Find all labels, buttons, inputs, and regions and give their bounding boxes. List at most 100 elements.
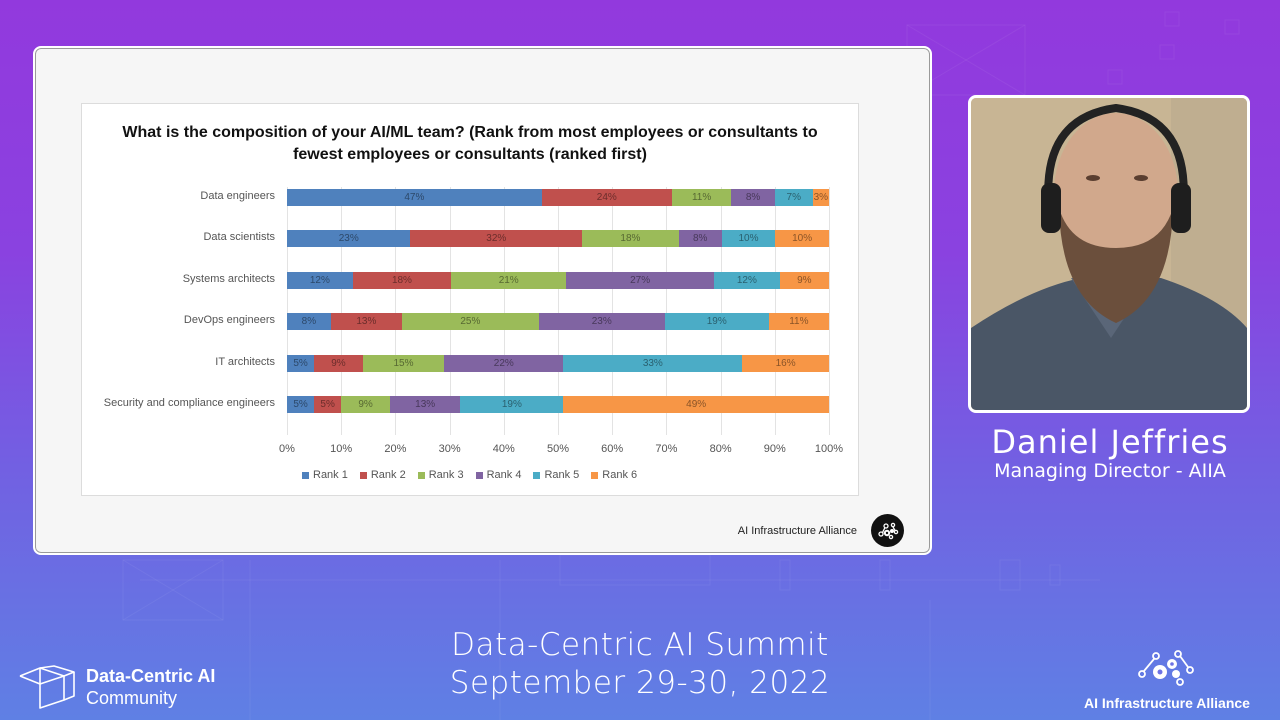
bar-segment: 7% xyxy=(774,189,813,206)
bar-row: 5% 5% 9% 13% 19% 49% xyxy=(287,396,829,413)
gridline xyxy=(829,187,830,435)
slide-footer-text: AI Infrastructure Alliance xyxy=(737,524,857,537)
bar-segment: 9% xyxy=(314,354,363,372)
gridline xyxy=(612,187,614,435)
bar-segment: 23% xyxy=(287,230,411,248)
bar-segment: 3% xyxy=(812,189,829,206)
category-label: IT architects xyxy=(215,355,275,368)
category-label: Systems architects xyxy=(182,272,275,285)
gridline xyxy=(720,187,722,435)
bar-segment: 19% xyxy=(460,396,564,413)
event-title: Data-Centric AI Summit September 29-30, … xyxy=(400,626,880,702)
community-title: Data-Centric AI xyxy=(86,666,216,686)
bar-segment: 5% xyxy=(314,396,342,413)
legend-swatch-icon xyxy=(533,471,541,479)
legend-label: Rank 2 xyxy=(370,469,406,481)
legend-swatch-icon xyxy=(302,471,309,479)
event-dates: September 29-30, 2022 xyxy=(449,665,831,701)
bar-segment: 12% xyxy=(287,271,353,289)
x-tick-label: 100% xyxy=(814,443,844,455)
bar-segment: 5% xyxy=(287,354,315,372)
x-tick-label: 60% xyxy=(601,443,624,455)
chart-plot-area: 47% 24% 11% 8% 7% 3% 23% 32% 18% 8% 10% 10% 12% 18% 21… xyxy=(287,187,830,435)
event-name: Data-Centric AI Summit xyxy=(451,627,829,663)
chart-title: What is the composition of your AI/ML te… xyxy=(122,124,818,163)
bar-row: 5% 9% 15% 22% 33% 16% xyxy=(287,354,829,372)
presentation-slide: What is the composition of your AI/ML te… xyxy=(33,46,932,555)
speaker-portrait xyxy=(971,98,1247,410)
bar-row: 12% 18% 21% 27% 12% 9% xyxy=(287,271,829,289)
bar-segment: 18% xyxy=(582,230,679,248)
bar-segment: 49% xyxy=(563,396,829,413)
gears-network-icon xyxy=(1138,650,1194,686)
alliance-logo: AI Infrastructure Alliance xyxy=(1062,650,1272,711)
x-tick-label: 40% xyxy=(492,443,515,455)
bar-segment: 21% xyxy=(451,271,567,289)
category-label: DevOps engineers xyxy=(183,314,275,327)
legend-item: Rank 4 xyxy=(475,469,522,481)
bar-segment: 47% xyxy=(287,189,542,206)
bar-segment: 8% xyxy=(731,189,775,206)
gridline xyxy=(341,187,343,435)
bar-segment: 19% xyxy=(664,313,769,331)
bar-segment: 9% xyxy=(779,271,829,289)
bar-segment: 9% xyxy=(341,396,390,413)
x-tick-label: 70% xyxy=(655,443,678,455)
community-subtitle: Community xyxy=(86,688,178,708)
bar-segment: 12% xyxy=(714,271,780,289)
legend-label: Rank 1 xyxy=(313,469,348,481)
x-tick-label: 50% xyxy=(546,443,570,455)
legend-swatch-icon xyxy=(475,471,483,479)
bar-row: 23% 32% 18% 8% 10% 10% xyxy=(287,230,829,248)
category-label: Security and compliance engineers xyxy=(103,397,275,409)
chart-legend: Rank 1 Rank 2 Rank 3 Rank 4 Rank 5 Rank 6 xyxy=(302,469,637,481)
community-logo: Data-Centric AI Community xyxy=(18,664,215,710)
bar-segment: 27% xyxy=(566,271,714,289)
gridline xyxy=(774,187,776,435)
bar-row: 47% 24% 11% 8% 7% 3% xyxy=(287,189,829,206)
x-tick-label: 20% xyxy=(384,443,407,455)
legend-item: Rank 2 xyxy=(359,469,406,481)
bar-segment: 23% xyxy=(538,313,665,331)
bar-segment: 5% xyxy=(287,396,315,413)
bar-segment: 33% xyxy=(563,354,743,372)
bar-segment: 24% xyxy=(541,189,672,206)
category-label: Data engineers xyxy=(200,190,275,202)
bar-segment: 11% xyxy=(768,313,829,331)
legend-item: Rank 3 xyxy=(417,469,464,481)
bar-segment: 11% xyxy=(671,189,732,206)
gridline xyxy=(558,187,559,435)
cube-icon xyxy=(19,665,75,709)
x-tick-label: 30% xyxy=(438,443,461,455)
bar-segment: 8% xyxy=(287,313,331,331)
gridline xyxy=(287,187,288,435)
bar-segment: 10% xyxy=(721,230,776,248)
legend-label: Rank 4 xyxy=(486,469,522,481)
gridline xyxy=(395,187,397,435)
legend-swatch-icon xyxy=(417,471,425,479)
bar-segment: 32% xyxy=(410,230,583,248)
gridline xyxy=(449,187,451,435)
legend-swatch-icon xyxy=(359,471,367,479)
gridline xyxy=(503,187,505,435)
legend-label: Rank 3 xyxy=(428,469,464,481)
alliance-name: AI Infrastructure Alliance xyxy=(1084,695,1250,711)
legend-label: Rank 6 xyxy=(602,469,638,481)
bar-segment: 16% xyxy=(742,354,829,372)
x-tick-label: 0% xyxy=(279,443,295,455)
bar-segment: 8% xyxy=(678,230,722,248)
bar-segment: 13% xyxy=(330,313,402,331)
bar-segment: 22% xyxy=(444,354,564,372)
chart-card: What is the composition of your AI/ML te… xyxy=(81,103,859,496)
legend-item: Rank 1 xyxy=(302,469,348,481)
slide-footer: AI Infrastructure Alliance xyxy=(738,514,904,547)
x-tick-label: 90% xyxy=(763,443,786,455)
bar-segment: 13% xyxy=(389,396,461,413)
legend-item: Rank 6 xyxy=(591,469,637,481)
bar-segment: 18% xyxy=(352,271,452,289)
aiia-gears-icon xyxy=(871,514,904,547)
bar-segment: 15% xyxy=(362,354,445,372)
bar-segment: 10% xyxy=(775,230,829,248)
legend-swatch-icon xyxy=(591,471,599,479)
x-tick-label: 10% xyxy=(330,443,353,455)
